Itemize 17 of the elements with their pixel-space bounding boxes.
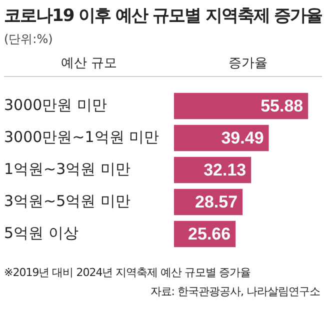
- text: 증가율: [228, 55, 268, 72]
- bar: [174, 92, 308, 120]
- data-label: 28.57: [195, 192, 238, 212]
- y-tick-label: 3억원~5억원 미만: [4, 192, 130, 210]
- y-tick-label: 5억원 이상: [4, 224, 78, 242]
- data-label: 25.66: [188, 224, 231, 244]
- data-label: 55.88: [260, 96, 304, 116]
- text: ※2019년 대비 2024년 지역축제 예산 규모별 증가율: [3, 265, 252, 280]
- text: 예산 규모: [60, 55, 118, 72]
- chart-title: 코로나19 이후 예산 규모별 지역축제 증가율: [3, 5, 324, 27]
- y-tick-label: 1억원~3억원 미만: [4, 160, 130, 178]
- data-label: 32.13: [204, 160, 246, 180]
- data-label: 39.49: [221, 128, 264, 148]
- y-tick-label: 3000만원 미만: [4, 96, 107, 114]
- text: (단위:%): [3, 31, 54, 48]
- y-tick-label: 3000만원~1억원 미만: [4, 128, 160, 146]
- text: 자료: 한국관광공사, 나라살림연구소: [149, 284, 321, 299]
